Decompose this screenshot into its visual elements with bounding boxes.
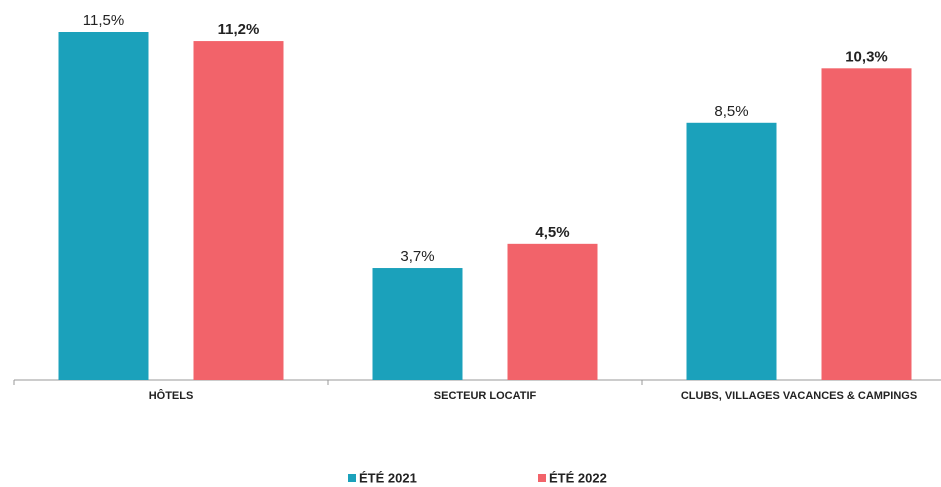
bar xyxy=(507,243,598,380)
bar xyxy=(372,268,463,380)
data-label: 10,3% xyxy=(845,48,888,65)
bar xyxy=(686,122,777,381)
bar xyxy=(821,68,912,380)
bar xyxy=(58,32,149,380)
data-label: 3,7% xyxy=(400,248,434,265)
data-label: 11,2% xyxy=(218,21,260,38)
bar xyxy=(193,41,284,381)
legend-swatch xyxy=(348,474,356,482)
x-tick-label: CLUBS, VILLAGES VACANCES & CAMPINGS xyxy=(681,390,917,402)
data-label: 8,5% xyxy=(714,103,748,120)
x-tick-label: HÔTELS xyxy=(149,389,194,402)
data-label: 11,5% xyxy=(83,12,124,29)
legend-label: ÉTÉ 2021 xyxy=(359,470,417,485)
data-label: 4,5% xyxy=(535,224,569,241)
legend-label: ÉTÉ 2022 xyxy=(549,470,607,485)
legend-swatch xyxy=(538,474,546,482)
x-tick-label: SECTEUR LOCATIF xyxy=(434,390,537,402)
